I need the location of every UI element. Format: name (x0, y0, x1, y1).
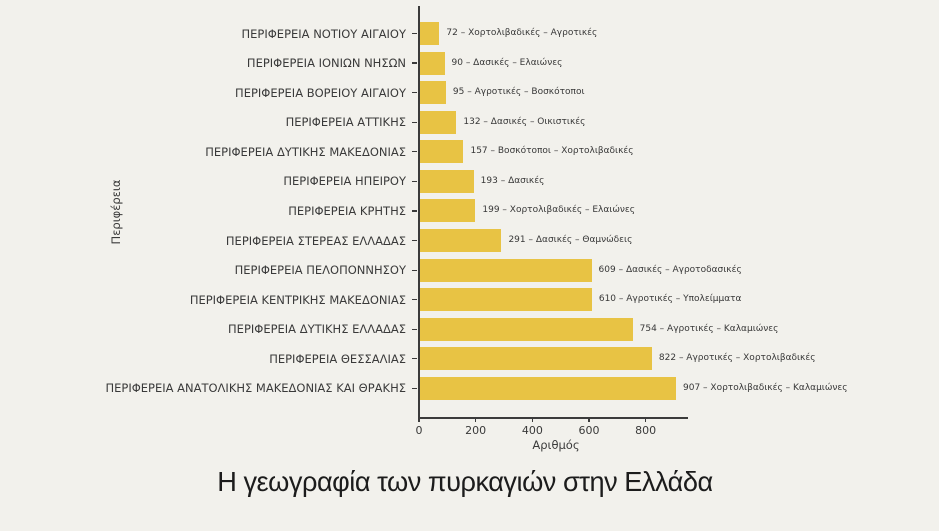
y-tick-mark (412, 299, 417, 301)
category-label: ΠΕΡΙΦΕΡΕΙΑ ΑΝΑΤΟΛΙΚΗΣ ΜΑΚΕΔΟΝΙΑΣ ΚΑΙ ΘΡΑ… (105, 381, 406, 396)
category-label: ΠΕΡΙΦΕΡΕΙΑ ΠΕΛΟΠΟΝΝΗΣΟΥ (234, 263, 406, 278)
bar-annotation: 199 – Χορτολιβαδικές – Ελαιώνες (482, 205, 636, 216)
bar (419, 376, 676, 400)
category-label: ΠΕΡΙΦΕΡΕΙΑ ΚΕΝΤΡΙΚΗΣ ΜΑΚΕΔΟΝΙΑΣ (189, 292, 406, 307)
y-tick-mark (412, 92, 417, 94)
category-label: ΠΕΡΙΦΕΡΕΙΑ ΙΟΝΙΩΝ ΝΗΣΩΝ (246, 56, 406, 71)
y-tick-mark (412, 239, 417, 242)
bar-annotation: 610 – Αγροτικές – Υπολείμματα (598, 294, 742, 305)
category-label: ΠΕΡΙΦΕΡΕΙΑ ΔΥΤΙΚΗΣ ΜΑΚΕΔΟΝΙΑΣ (205, 144, 406, 159)
bar (419, 347, 652, 371)
category-label: ΠΕΡΙΦΕΡΕΙΑ ΑΤΤΙΚΗΣ (285, 115, 406, 130)
bar-annotation: 754 – Αγροτικές – Καλαμιώνες (639, 323, 779, 334)
bar (419, 258, 592, 282)
x-tick-mark (475, 418, 477, 422)
y-tick-mark (412, 32, 417, 35)
y-tick-mark (412, 121, 417, 123)
x-tick-label: 0 (415, 424, 423, 437)
bar-annotation: 132 – Δασικές – Οικιστικές (463, 116, 586, 127)
bar (419, 199, 476, 223)
bar-annotation: 90 – Δασικές – Ελαιώνες (451, 57, 563, 68)
x-tick-label: 200 (465, 424, 487, 437)
y-tick-mark (412, 180, 417, 182)
bar (419, 229, 502, 253)
bar-annotation: 157 – Βοσκότοποι – Χορτολιβαδικές (470, 146, 634, 157)
bar (419, 317, 633, 341)
bar-annotation: 291 – Δασικές – Θαμνώδεις (508, 235, 633, 246)
bar-annotation: 193 – Δασικές (480, 175, 545, 186)
chart-title: Η γεωγραφία των πυρκαγιών στην Ελλάδα (217, 466, 713, 497)
y-axis-line (418, 6, 420, 418)
bar (419, 22, 440, 45)
x-tick-label: 800 (635, 424, 657, 437)
y-tick-mark (412, 328, 417, 330)
x-tick-label: 600 (578, 424, 600, 437)
x-axis-label: Αριθμός (532, 438, 580, 452)
category-label: ΠΕΡΙΦΕΡΕΙΑ ΔΥΤΙΚΗΣ ΕΛΛΑΔΑΣ (228, 322, 406, 337)
x-tick-mark (531, 418, 533, 422)
bar (419, 140, 464, 164)
bar-annotation: 907 – Χορτολιβαδικές – Καλαμιώνες (683, 382, 848, 393)
x-axis-line (418, 417, 688, 419)
category-label: ΠΕΡΙΦΕΡΕΙΑ ΚΡΗΤΗΣ (288, 203, 406, 218)
y-tick-mark (412, 269, 417, 271)
category-label: ΠΕΡΙΦΕΡΕΙΑ ΒΟΡΕΙΟΥ ΑΙΓΑΙΟΥ (235, 85, 406, 100)
y-tick-mark (412, 210, 417, 212)
category-label: ΠΕΡΙΦΕΡΕΙΑ ΗΠΕΙΡΟΥ (283, 174, 406, 189)
bar (419, 288, 592, 312)
y-tick-mark (412, 151, 417, 153)
y-tick-mark (412, 358, 417, 360)
x-tick-label: 400 (521, 424, 543, 437)
bar (419, 51, 445, 75)
category-label: ΠΕΡΙΦΕΡΕΙΑ ΘΕΣΣΑΛΙΑΣ (269, 351, 406, 366)
bar-annotation: 72 – Χορτολιβαδικές – Αγροτικές (446, 28, 598, 38)
y-tick-mark (412, 62, 417, 64)
bar (419, 169, 474, 193)
bar (419, 81, 446, 105)
bar-annotation: 95 – Αγροτικές – Βοσκότοποι (452, 87, 585, 98)
bar-annotation: 822 – Αγροτικές – Χορτολιβαδικές (658, 353, 816, 364)
x-tick-mark (418, 418, 420, 422)
category-label: ΠΕΡΙΦΕΡΕΙΑ ΝΟΤΙΟΥ ΑΙΓΑΙΟΥ (241, 26, 406, 41)
bar-annotation: 609 – Δασικές – Αγροτοδασικές (598, 264, 742, 275)
x-tick-mark (588, 418, 590, 422)
bar (419, 110, 457, 134)
y-tick-mark (412, 387, 417, 390)
category-label: ΠΕΡΙΦΕΡΕΙΑ ΣΤΕΡΕΑΣ ΕΛΛΑΔΑΣ (225, 233, 406, 248)
x-tick-mark (645, 418, 647, 422)
